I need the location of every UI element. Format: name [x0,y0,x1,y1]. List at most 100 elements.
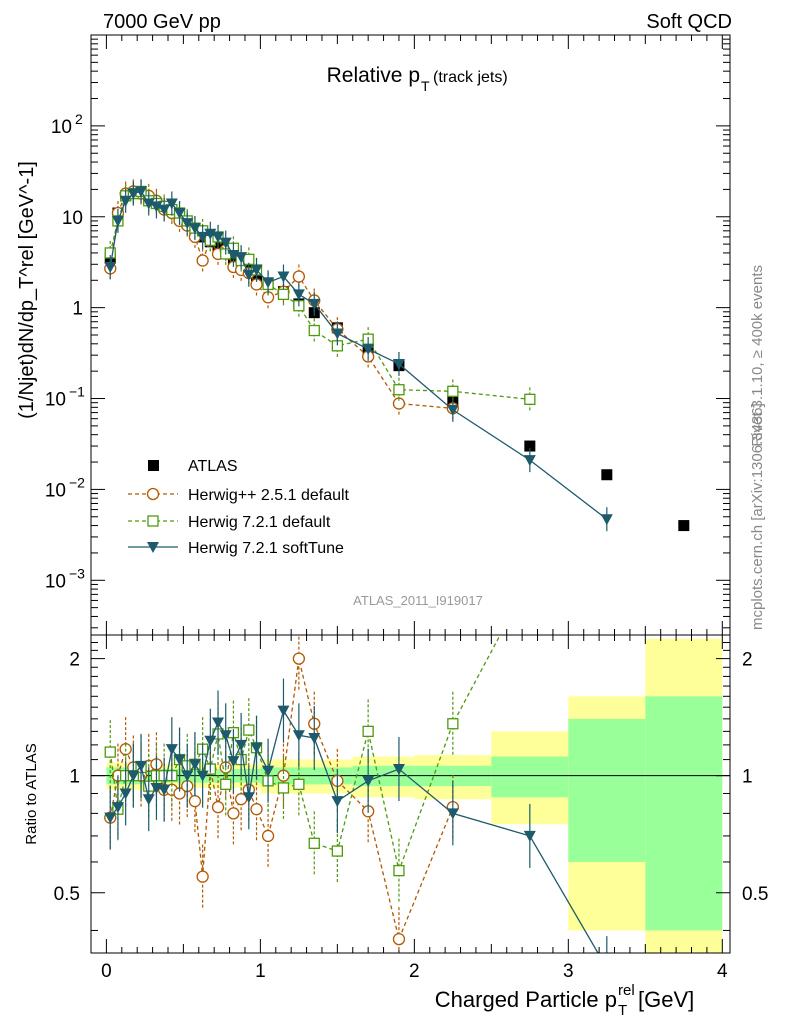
y-tick-label: 10 [51,117,72,138]
ratio-y-tick-label: 0.5 [54,884,80,905]
mcplots-label: mcplots.cern.ch [arXiv:1306.3436] [749,403,766,630]
data-point-softtune [158,204,171,216]
ratio-point-softtune [446,808,459,820]
ratio-point-softtune [127,770,140,782]
band-inner [645,696,723,931]
ratio-point-softtune [173,754,186,766]
y-tick-label: 10 [45,480,66,501]
analysis-watermark: ATLAS_2011_I919017 [353,593,483,608]
ratio-point-softtune [181,770,194,782]
series-herwig721 [104,179,536,412]
ratio-point-softtune [250,742,263,754]
series-line-softtune [109,190,608,520]
series-softtune [104,179,613,532]
ratio-point-softtune [158,784,171,796]
ratio-point-softtune [331,796,344,808]
data-point-softtune [242,269,255,281]
data-point-softtune [277,271,290,283]
data-point-softtune [135,186,148,198]
x-tick-label: 2 [409,961,420,982]
y-axis-title: (1/Njet)dN/dp_T^rel [GeV^-1] [16,161,38,419]
ratio-line-softtune [109,708,599,953]
ratio-series-herwigpp [104,635,459,953]
data-point-softtune [119,195,132,207]
data-point-softtune [104,262,117,274]
ratio-y-axis-title: Ratio to ATLAS [23,743,40,844]
y-tick-label: 10 [45,571,66,592]
ratio-point-herwigpp [292,652,306,665]
main-panel-frame [90,34,731,636]
ratio-point-softtune [523,830,536,842]
ratio-point-herwig721 [447,718,459,730]
ratio-point-softtune [362,775,375,787]
data-point-softtune [292,289,305,301]
y-tick-label: 10 [45,390,66,411]
data-point-herwigpp [196,254,209,267]
legend: ATLAS Herwig++ 2.5.1 default Herwig 7.2.… [128,458,350,557]
ratio-point-herwig721 [331,845,344,857]
header-right: Soft QCD [646,11,732,33]
data-point-herwig721 [393,384,405,396]
ratio-panel-frame [90,634,731,954]
ratio-point-softtune [142,794,155,806]
data-point-softtune [392,358,405,370]
data-point-softtune [523,455,536,467]
x-axis-title-unit: [GeV] [638,987,694,1012]
ratio-point-softtune [601,963,613,974]
ratio-point-herwigpp [188,795,202,808]
ratio-point-herwigpp [196,870,209,883]
legend-marker-atlas [148,460,159,471]
legend-item-herwig721: Herwig 7.2.1 default [128,514,331,531]
data-point-softtune [331,328,344,340]
ratio-point-softtune [242,792,255,804]
ratio-point-softtune [262,765,275,777]
data-point-softtune [204,228,217,240]
plot-title-sub: T [421,78,430,94]
x-tick-label: 4 [717,961,728,982]
ratio-point-herwig721 [220,778,232,790]
legend-item-atlas: ATLAS [148,458,238,475]
ratio-point-herwig721 [243,724,255,736]
data-point-herwig721 [277,288,290,301]
ratio-point-softtune [135,760,148,772]
ratio-point-softtune [188,759,201,771]
data-point-atlas [601,469,613,481]
ratio-point-herwig721 [277,782,290,794]
x-tick-label: 0 [101,961,112,982]
data-point-herwigpp [292,270,306,283]
plot-title-main: Relative p [327,64,420,87]
ratio-point-softtune [392,764,405,776]
ratio-y-tick-label-right: 0.5 [742,884,768,905]
x-tick-label: 3 [563,961,574,982]
ratio-point-softtune [104,812,117,824]
y-tick-label-exponent: −2 [69,474,85,490]
data-point-softtune [165,198,178,210]
data-point-softtune [262,277,275,289]
ratio-y-tick-label: 2 [69,650,80,671]
data-point-softtune [250,264,263,276]
ratio-uncertainty-bands [106,638,723,953]
ratio-point-softtune [227,756,240,768]
ratio-point-herwig721 [393,864,405,877]
data-point-softtune [127,188,140,200]
ratio-point-herwigpp [250,803,263,816]
ratio-point-softtune [235,739,248,751]
ratio-series-softtune [104,678,613,974]
ratio-y-tick-label-right: 2 [742,650,753,671]
ratio-point-herwigpp [211,801,225,814]
header-left: 7000 GeV pp [103,11,221,33]
ratio-point-softtune [277,705,290,717]
ratio-point-softtune [111,802,124,814]
data-series [104,179,690,974]
legend-item-herwigpp: Herwig++ 2.5.1 default [128,487,350,504]
data-point-softtune [362,344,375,356]
legend-item-softtune: Herwig 7.2.1 softTune [128,540,344,557]
ratio-y-tick-label-right: 1 [742,767,753,788]
band-inner [568,718,646,862]
data-point-herwig721 [447,385,459,397]
data-point-softtune [219,237,232,249]
x-axis-title-sub: T [618,1002,627,1019]
y-tick-label-exponent: −1 [69,384,85,400]
data-point-softtune [196,231,209,243]
